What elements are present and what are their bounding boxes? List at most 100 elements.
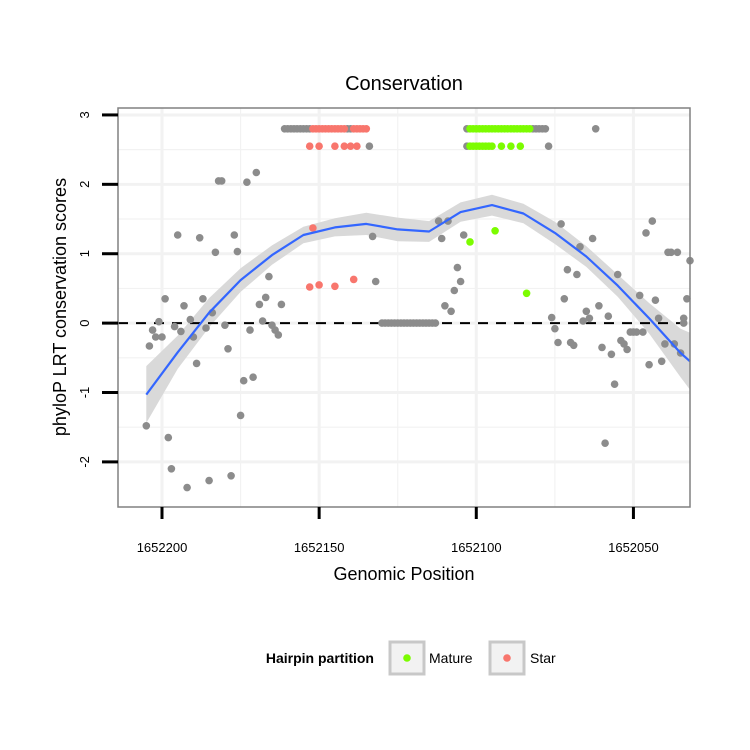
data-point — [274, 331, 283, 339]
x-axis: 1652200 1652150 1652100 1652050 — [137, 507, 659, 555]
data-point — [601, 439, 609, 448]
data-point — [265, 272, 273, 281]
data-point — [227, 472, 235, 480]
data-point — [173, 231, 182, 239]
data-point — [560, 295, 569, 303]
y-tick-label: 3 — [77, 111, 92, 118]
series-other — [142, 125, 694, 492]
data-point — [456, 277, 465, 286]
data-point — [217, 177, 226, 185]
data-point — [648, 217, 657, 225]
data-point — [202, 324, 210, 332]
data-point — [186, 315, 195, 324]
data-point — [525, 125, 534, 133]
data-point — [651, 296, 660, 305]
data-point — [541, 125, 550, 133]
data-point — [434, 217, 443, 225]
data-point — [362, 125, 371, 133]
data-point — [233, 247, 242, 256]
x-tick-label: 1652150 — [294, 540, 345, 555]
data-point — [164, 433, 173, 442]
data-point — [620, 340, 628, 348]
legend-title: Hairpin partition — [266, 650, 374, 666]
data-point — [340, 125, 349, 133]
confidence-ribbon — [146, 194, 691, 423]
data-point — [544, 142, 553, 150]
data-point — [368, 232, 377, 241]
data-point — [679, 319, 688, 327]
data-point — [645, 360, 653, 369]
data-point — [585, 314, 594, 323]
data-point — [199, 295, 207, 303]
data-point — [145, 342, 154, 350]
legend-label: Star — [530, 650, 556, 666]
data-point — [305, 283, 314, 291]
data-point — [365, 142, 374, 150]
x-tick-label: 1652050 — [608, 540, 659, 555]
data-point — [224, 345, 232, 353]
data-point — [441, 302, 449, 310]
data-point — [151, 333, 160, 341]
data-point — [683, 295, 691, 303]
y-tick-label: 2 — [77, 181, 92, 188]
data-point — [453, 263, 462, 272]
data-point — [340, 142, 349, 150]
legend: Hairpin partition Mature Star — [266, 640, 556, 676]
data-point — [371, 277, 380, 286]
data-point — [657, 357, 666, 366]
data-point — [573, 270, 581, 279]
x-tick-label: 1652100 — [451, 540, 502, 555]
data-point — [582, 307, 591, 316]
data-point — [604, 312, 613, 321]
y-tick-label: 0 — [77, 319, 92, 326]
data-point — [450, 286, 459, 295]
panel-border — [117, 107, 691, 508]
data-point — [211, 248, 220, 257]
data-point — [277, 300, 286, 309]
data-point — [195, 234, 204, 242]
data-point — [353, 142, 361, 150]
data-point — [161, 295, 169, 303]
data-point — [607, 350, 616, 359]
data-point — [635, 291, 644, 300]
data-point — [516, 142, 525, 150]
data-point — [331, 142, 339, 150]
data-point — [639, 328, 647, 336]
data-point — [167, 465, 176, 473]
data-point — [315, 281, 323, 289]
data-point — [579, 317, 587, 325]
data-point — [488, 142, 496, 150]
data-point — [258, 317, 267, 325]
data-point — [507, 142, 515, 150]
data-point — [205, 476, 213, 485]
data-point — [148, 326, 157, 334]
data-point — [642, 229, 650, 237]
data-point — [563, 265, 572, 274]
data-point — [221, 321, 229, 330]
data-point — [158, 333, 166, 341]
data-point — [610, 380, 619, 389]
series-star — [305, 125, 371, 291]
y-axis-title: phyloP LRT conservation scores — [50, 178, 70, 436]
data-point — [315, 142, 323, 150]
legend-label: Mature — [429, 650, 473, 666]
data-point — [576, 243, 584, 251]
data-point — [497, 142, 506, 150]
y-tick-label: 1 — [77, 250, 92, 257]
data-point — [547, 313, 556, 322]
data-point — [557, 220, 565, 228]
data-point — [459, 231, 468, 239]
data-point — [239, 376, 248, 385]
data-point — [670, 340, 679, 348]
data-point — [598, 343, 606, 352]
data-point — [522, 289, 531, 298]
data-point — [595, 302, 603, 310]
data-point — [447, 307, 455, 316]
data-point — [236, 411, 245, 420]
data-point — [551, 324, 559, 333]
data-point — [431, 319, 440, 327]
data-point — [623, 345, 631, 354]
data-point — [673, 248, 682, 257]
data-point — [613, 270, 622, 279]
y-tick-label: -2 — [77, 456, 92, 468]
